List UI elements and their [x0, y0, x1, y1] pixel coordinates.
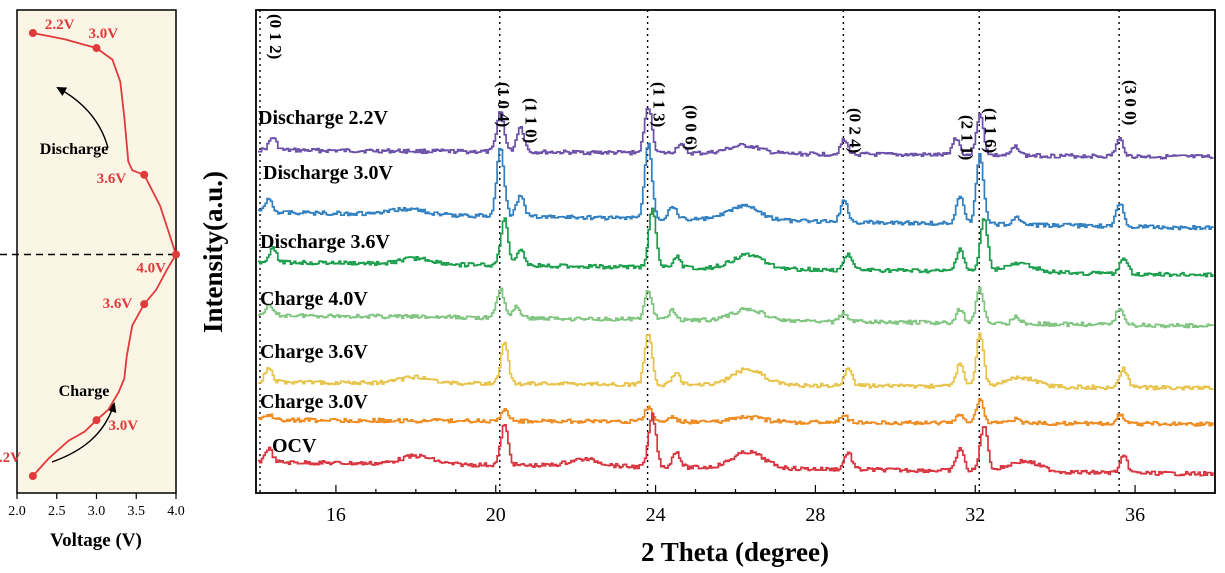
- series-label: Discharge 3.0V: [263, 162, 394, 184]
- voltage-x-axis-title: Voltage (V): [50, 530, 142, 551]
- voltage-point-label: 3.6V: [97, 171, 127, 187]
- xrd-x-axis: 16 20 24 28 32 36: [255, 485, 1216, 526]
- xrd-series-line: [258, 286, 1214, 329]
- discharge-arrow: [56, 87, 109, 149]
- voltage-point-label: 2.2V: [45, 17, 75, 33]
- series-label: Discharge 3.6V: [260, 231, 391, 253]
- voltage-point: [92, 44, 101, 53]
- voltage-x-tick-label: 3.0: [88, 504, 106, 519]
- voltage-point: [140, 170, 149, 179]
- charge-arrow: [51, 402, 117, 463]
- voltage-point: [28, 472, 37, 480]
- peak-index-label: (0 1 2): [266, 14, 285, 59]
- xrd-x-tick-label: 28: [805, 504, 825, 526]
- xrd-x-tick-label: 24: [646, 504, 666, 526]
- xrd-series-line: [258, 412, 1214, 477]
- peak-index-label: (0 0 6): [682, 105, 701, 150]
- xrd-x-tick-label: 16: [326, 504, 346, 526]
- voltage-point-label: 3.0V: [89, 26, 119, 42]
- peak-index-label: (1 1 3): [650, 82, 669, 127]
- voltage-point: [92, 416, 101, 425]
- voltage-point: [28, 29, 37, 37]
- xrd-series-line: [258, 207, 1214, 278]
- xrd-series-line: [258, 142, 1214, 231]
- peak-index-label: (2 1 1): [957, 115, 976, 160]
- xrd-series-line: [258, 332, 1214, 391]
- charge-arrow-label: Charge: [59, 383, 110, 400]
- xrd-x-axis-title: 2 Theta (degree): [641, 537, 829, 567]
- voltage-point-label: 3.6V: [103, 296, 133, 312]
- peak-index-label: (1 0 4): [494, 82, 513, 127]
- voltage-point: [172, 250, 180, 259]
- xrd-patterns-panel: Discharge 2.2V Discharge 3.0V Discharge 3.…: [198, 9, 1216, 567]
- process-arrows: Discharge Charge: [40, 87, 117, 463]
- voltage-point-label: 2.2V: [0, 450, 21, 466]
- xrd-series-line: [258, 397, 1214, 427]
- voltage-x-tick-label: 2.0: [8, 504, 26, 519]
- xrd-series: [258, 107, 1214, 477]
- xrd-series-line: [258, 107, 1214, 160]
- voltage-point-label: 3.0V: [109, 418, 139, 434]
- discharge-arrow-label: Discharge: [40, 141, 108, 158]
- series-labels: Discharge 2.2V Discharge 3.0V Discharge 3.…: [258, 107, 394, 457]
- peak-index-label: (0 2 4): [845, 108, 864, 153]
- voltage-plot-background: [16, 9, 177, 494]
- xrd-y-axis-title: Intensity(a.u.): [198, 171, 228, 333]
- voltage-x-tick-label: 3.5: [128, 504, 146, 519]
- xrd-x-tick-label: 32: [965, 504, 985, 526]
- peak-index-label: (3 0 0): [1121, 80, 1140, 125]
- xrd-x-tick-label: 36: [1125, 504, 1145, 526]
- series-label: Charge 3.0V: [260, 391, 368, 413]
- series-label: OCV: [272, 435, 317, 457]
- peak-index-labels: (0 1 2) (1 0 4) (1 1 0) (1 1 3) (0 0 6) (0 2 …: [266, 14, 1140, 160]
- voltage-point: [140, 300, 149, 309]
- voltage-x-tick-label: 4.0: [167, 504, 185, 519]
- voltage-points: 2.2V 3.0V 3.6V 4.0V 3.6V 3.0V 2.2V: [0, 17, 180, 480]
- voltage-x-tick-label: 2.5: [48, 504, 66, 519]
- series-label: Charge 4.0V: [260, 288, 368, 310]
- series-label: Charge 3.6V: [260, 341, 368, 363]
- voltage-x-axis: 2.0 2.5 3.0 3.5 4.0: [8, 493, 185, 519]
- xrd-x-tick-label: 20: [486, 504, 506, 526]
- peak-index-label: (1 1 6): [981, 108, 1000, 153]
- peak-index-label: (1 1 0): [522, 98, 541, 143]
- series-label: Discharge 2.2V: [258, 107, 389, 129]
- voltage-point-label: 4.0V: [136, 261, 166, 277]
